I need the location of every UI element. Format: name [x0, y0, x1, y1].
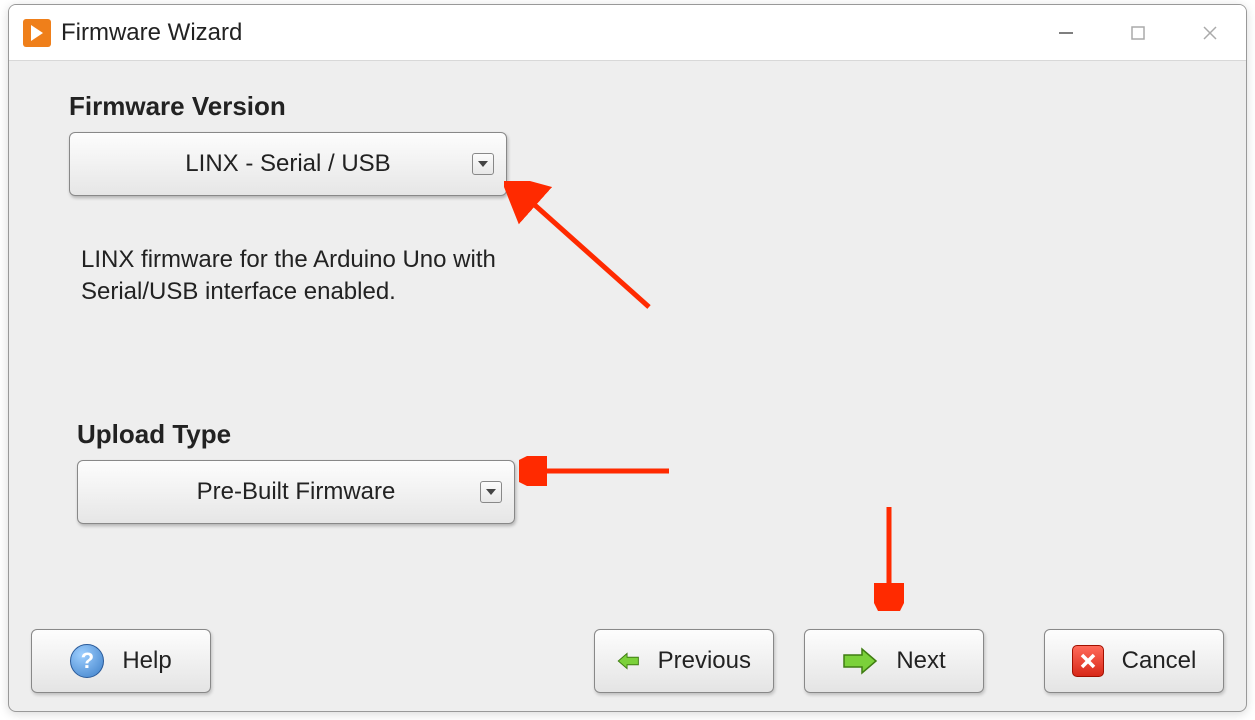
chevron-down-icon	[480, 481, 502, 503]
previous-button[interactable]: Previous	[594, 629, 774, 693]
maximize-button[interactable]	[1102, 5, 1174, 60]
help-button[interactable]: ? Help	[31, 629, 211, 693]
minimize-icon	[1057, 24, 1075, 42]
firmware-version-section: Firmware Version LINX - Serial / USB LIN…	[69, 91, 1186, 309]
upload-type-value: Pre-Built Firmware	[197, 478, 396, 506]
firmware-version-label: Firmware Version	[69, 91, 1186, 122]
help-button-label: Help	[122, 647, 171, 675]
close-window-button[interactable]	[1174, 5, 1246, 60]
next-button[interactable]: Next	[804, 629, 984, 693]
upload-type-dropdown[interactable]: Pre-Built Firmware	[77, 460, 515, 524]
cancel-button[interactable]: Cancel	[1044, 629, 1224, 693]
help-icon: ?	[70, 644, 104, 678]
cancel-button-label: Cancel	[1122, 647, 1197, 675]
button-row: ? Help Previous Next Cancel	[31, 629, 1224, 693]
arrow-left-icon	[617, 647, 640, 675]
upload-type-section: Upload Type Pre-Built Firmware	[77, 419, 1186, 524]
firmware-version-dropdown[interactable]: LINX - Serial / USB	[69, 132, 507, 196]
titlebar: Firmware Wizard	[9, 5, 1246, 61]
maximize-icon	[1130, 25, 1146, 41]
app-icon	[23, 19, 51, 47]
chevron-down-icon	[472, 153, 494, 175]
close-icon	[1201, 24, 1219, 42]
minimize-button[interactable]	[1030, 5, 1102, 60]
firmware-wizard-window: Firmware Wizard Firmware Version LINX - …	[8, 4, 1247, 712]
window-title: Firmware Wizard	[61, 19, 242, 47]
firmware-version-value: LINX - Serial / USB	[185, 150, 390, 178]
cancel-icon	[1072, 645, 1104, 677]
wizard-body: Firmware Version LINX - Serial / USB LIN…	[9, 61, 1246, 711]
arrow-right-icon	[842, 647, 878, 675]
previous-button-label: Previous	[658, 647, 751, 675]
next-button-label: Next	[896, 647, 945, 675]
firmware-version-description: LINX firmware for the Arduino Uno with S…	[81, 244, 561, 309]
window-controls	[1030, 5, 1246, 60]
upload-type-label: Upload Type	[77, 419, 1186, 450]
